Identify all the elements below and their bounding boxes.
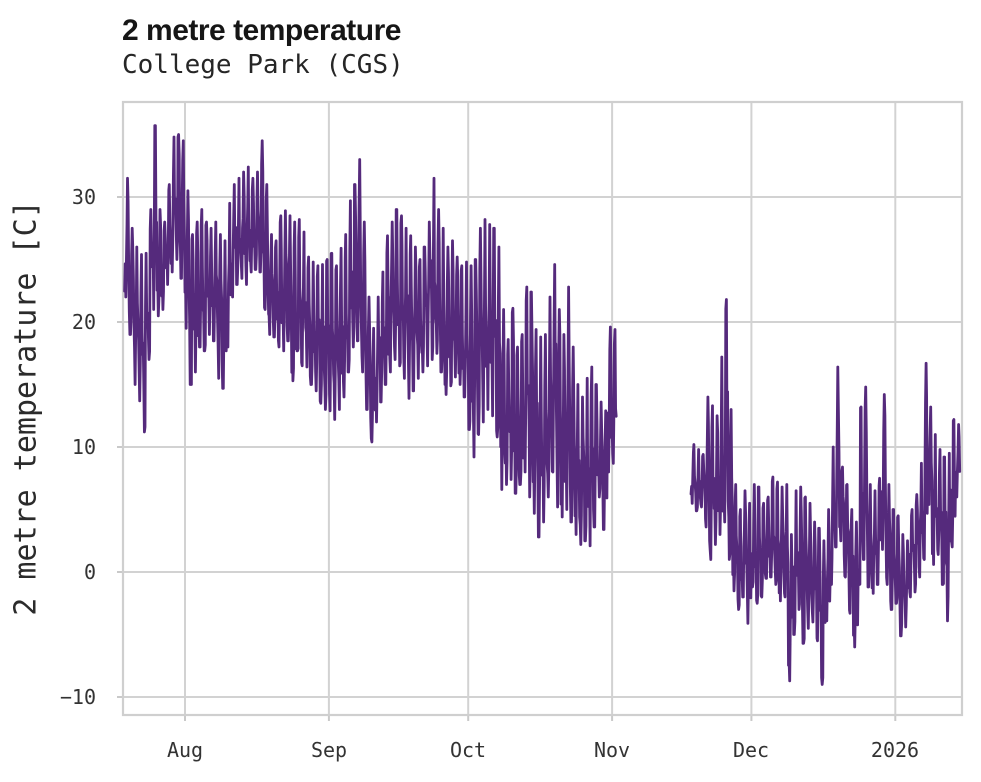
plot-frame	[121, 100, 964, 717]
chart-subtitle: College Park (CGS)	[122, 50, 404, 80]
x-tick-label-sep: Sep	[310, 738, 348, 762]
temperature-line	[123, 124, 962, 686]
chart-title: 2 metre temperature	[122, 14, 401, 47]
x-tick-label-dec: Dec	[732, 738, 770, 762]
y-tick-label-neg10: −10	[59, 685, 96, 709]
x-tick-label-2026: 2026	[870, 738, 920, 762]
y-tick-label-0: 0	[83, 560, 96, 584]
y-tick-label-30: 30	[71, 185, 96, 209]
x-tick-label-aug: Aug	[166, 738, 204, 762]
gridlines	[123, 102, 962, 715]
x-tick-label-oct: Oct	[449, 738, 487, 762]
y-tick-label-10: 10	[71, 435, 96, 459]
y-tick-label-20: 20	[71, 310, 96, 334]
x-tick-label-nov: Nov	[593, 738, 631, 762]
